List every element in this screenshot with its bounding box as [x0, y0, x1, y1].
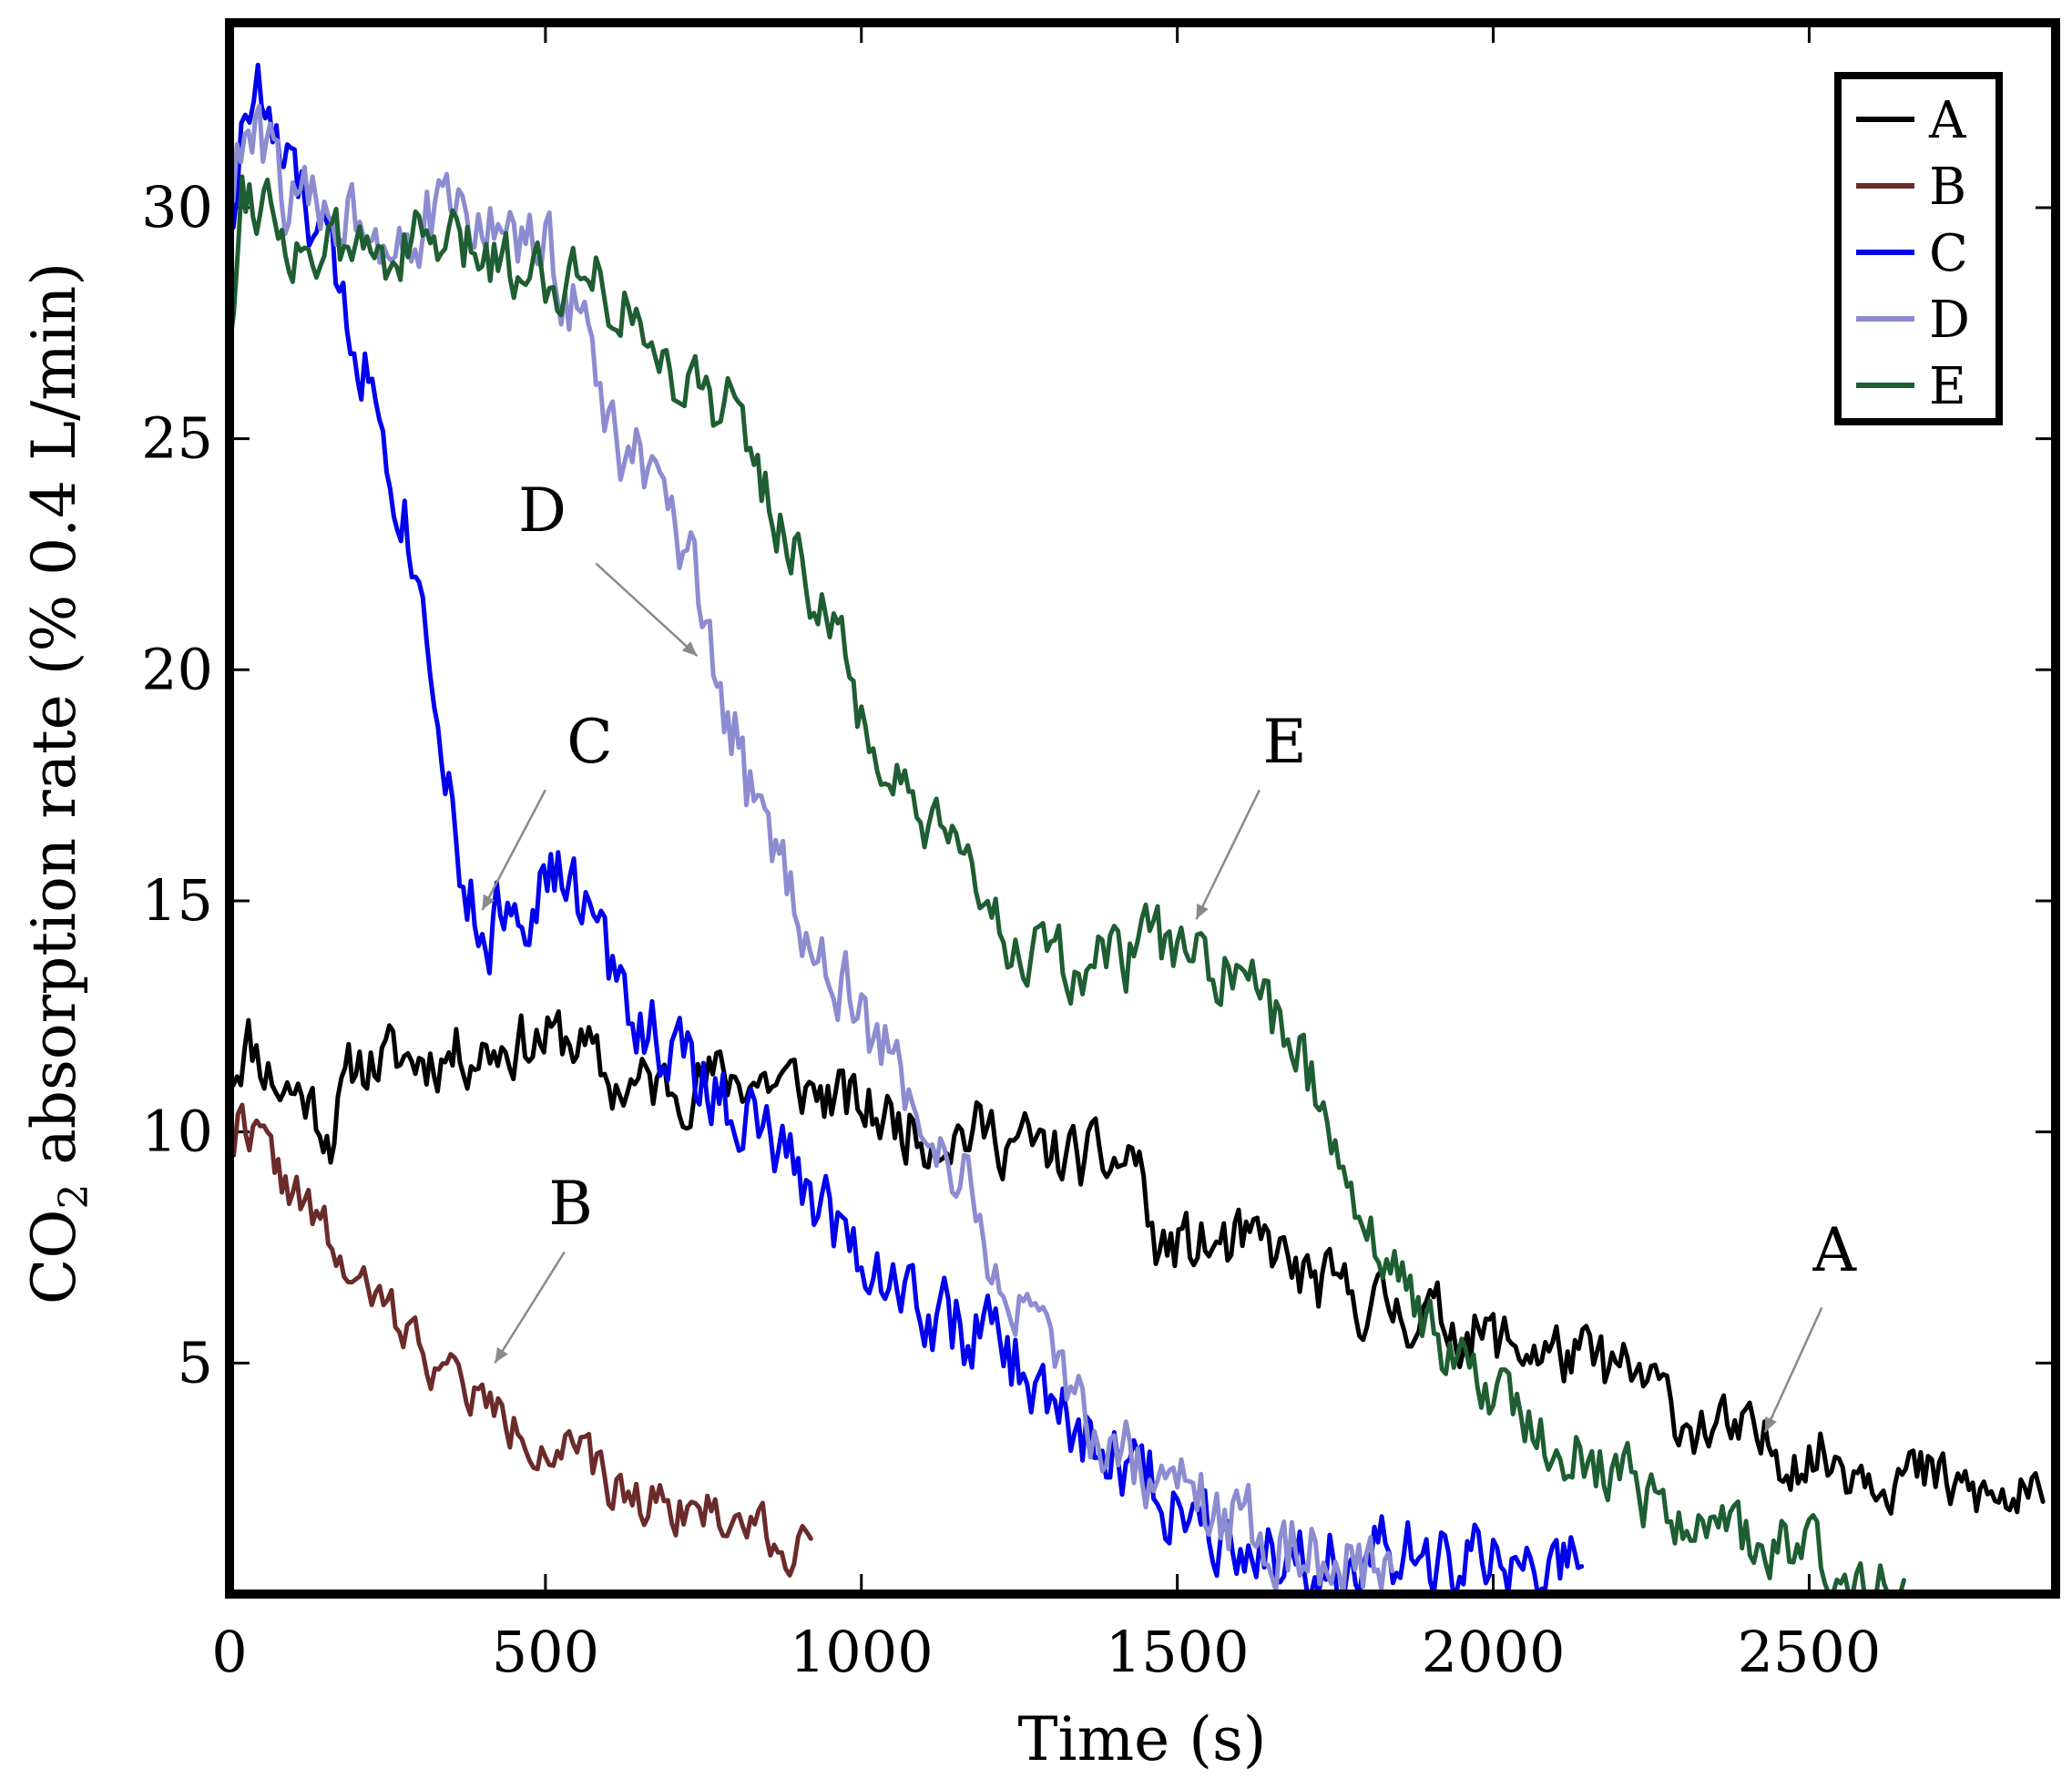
legend-label-b: B — [1929, 158, 1966, 217]
y-tick-label: 10 — [141, 1099, 213, 1165]
annotation-arrow-a — [1763, 1306, 1823, 1433]
annotation-arrow-e — [1195, 789, 1261, 920]
annotation-arrow-b — [494, 1251, 566, 1364]
annotation-arrow-c — [481, 789, 546, 911]
x-tick-label: 2500 — [1738, 1619, 1882, 1685]
series-line-b — [227, 1102, 813, 1578]
y-tick-label: 20 — [141, 636, 213, 702]
annotations: A B C D E — [481, 475, 1857, 1433]
annotation-label-a: A — [1812, 1215, 1857, 1285]
x-tick-label: 2000 — [1422, 1619, 1566, 1685]
legend-label-c: C — [1929, 224, 1968, 283]
legend-label-d: D — [1929, 291, 1970, 350]
x-tick-label: 500 — [492, 1619, 599, 1685]
x-tick-label: 1500 — [1106, 1619, 1250, 1685]
x-tick-label: 1000 — [790, 1619, 934, 1685]
series-lines — [227, 62, 2046, 1597]
tick-labels: 0 500 1000 1500 2000 2500 5 10 15 20 25 30 — [141, 174, 1881, 1685]
annotation-arrow-d — [595, 562, 699, 657]
legend-label-a: A — [1928, 91, 1966, 150]
annotation-arrowhead-b — [495, 1347, 508, 1364]
annotation-arrowhead-e — [1196, 903, 1209, 920]
annotation-label-d: D — [518, 475, 566, 546]
annotation-label-b: B — [548, 1169, 593, 1239]
annotation-arrowhead-a — [1764, 1416, 1777, 1433]
legend-box — [1834, 72, 2003, 425]
annotation-arrowhead-c — [482, 894, 495, 911]
annotation-arrowhead-d — [681, 641, 698, 657]
series-line-e — [227, 174, 1906, 1597]
y-tick-label: 15 — [141, 867, 213, 934]
y-tick-label: 25 — [141, 405, 213, 472]
y-tick-label: 5 — [178, 1329, 213, 1395]
series-line-c — [227, 62, 1585, 1597]
plot-frame — [225, 18, 2060, 1599]
y-axis-title-co: CO — [19, 1210, 89, 1305]
y-axis-title-rest: absorption rate (% 0.4 L/min) — [19, 262, 89, 1184]
y-axis-title: CO2 absorption rate (% 0.4 L/min) — [19, 262, 97, 1304]
tick-marks — [228, 23, 2056, 1594]
legend-label-e: E — [1929, 357, 1966, 416]
series-line-d — [227, 103, 1394, 1597]
annotation-label-e: E — [1263, 707, 1307, 777]
y-tick-label: 30 — [141, 174, 213, 240]
series-line-a — [227, 1009, 2046, 1516]
x-tick-label: 0 — [211, 1619, 247, 1685]
y-axis-title-subscript: 2 — [51, 1184, 97, 1210]
annotation-label-c: C — [566, 707, 613, 777]
x-axis-title: Time (s) — [1017, 1704, 1266, 1774]
